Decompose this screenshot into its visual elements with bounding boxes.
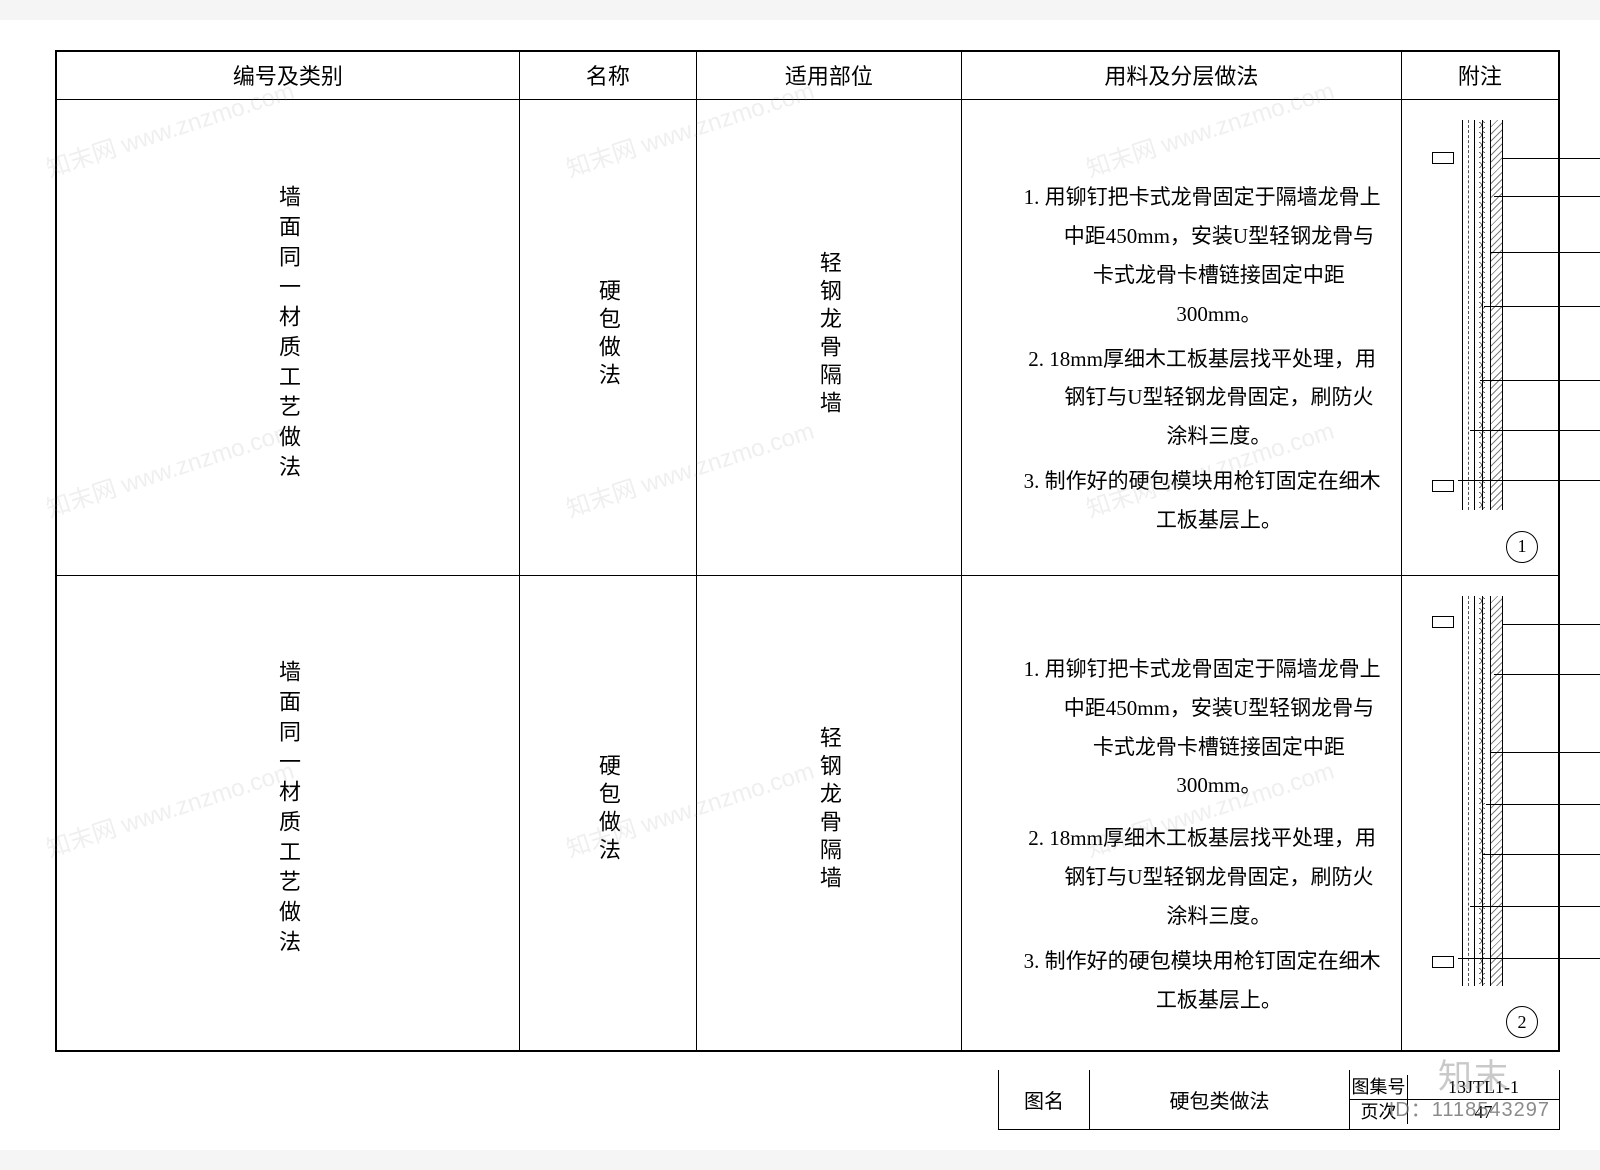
header-annotation: 附注 — [1401, 51, 1559, 99]
method-step: 3. 制作好的硬包模块用枪钉固定在细木工板基层上。 — [992, 462, 1381, 540]
cell-name-1: 硬包做法 — [519, 99, 696, 575]
keel-icon — [1432, 956, 1454, 968]
section-line — [1482, 120, 1483, 510]
detail-bubble-2: 2 — [1506, 1006, 1538, 1038]
section-line — [1462, 596, 1464, 986]
spec-table: 编号及类别 名称 适用部位 用料及分层做法 附注 墙面同一材质工艺做法 硬包做法… — [55, 50, 1560, 1052]
cell-part-1: 轻钢龙骨隔墙 — [696, 99, 961, 575]
detail-bubble-1: 1 — [1506, 531, 1538, 563]
leader-line — [1480, 380, 1600, 381]
title-tuming-label: 图名 — [999, 1070, 1089, 1129]
leader-line — [1458, 480, 1600, 481]
keel-icon — [1432, 152, 1454, 164]
cell-category-1: 墙面同一材质工艺做法 — [56, 99, 519, 575]
section-diagram-2: 卡式龙骨竖档@450 卡式龙骨横档@300 18mm厚细木工板刷防火涂料三度 石… — [1402, 576, 1558, 1051]
name-text: 硬包做法 — [586, 279, 630, 391]
table-row: 墙面同一材质工艺做法 硬包做法 轻钢龙骨隔墙 1. 用铆钉把卡式龙骨固定于隔墙龙… — [56, 575, 1559, 1051]
leader-line — [1484, 306, 1600, 307]
leader-line — [1494, 196, 1600, 197]
leader-line — [1470, 430, 1600, 431]
section-dashed — [1468, 596, 1469, 986]
cell-category-2: 墙面同一材质工艺做法 — [56, 575, 519, 1051]
leader-line — [1494, 674, 1600, 675]
leader-line — [1490, 252, 1600, 253]
keel-icon — [1432, 480, 1454, 492]
part-text: 轻钢龙骨隔墙 — [807, 251, 851, 419]
table-row: 墙面同一材质工艺做法 硬包做法 轻钢龙骨隔墙 1. 用铆钉把卡式龙骨固定于隔墙龙… — [56, 99, 1559, 575]
section-hatch — [1490, 596, 1502, 986]
section-diagram-1: 卡式龙骨竖档@450 卡式龙骨横档@300 18mm厚细木工板刷防火涂料三度 1… — [1402, 100, 1558, 575]
method-step: 1. 用铆钉把卡式龙骨固定于隔墙龙骨上中距450mm，安装U型轻钢龙骨与卡式龙骨… — [992, 650, 1381, 805]
header-method: 用料及分层做法 — [961, 51, 1401, 99]
section-line — [1474, 596, 1476, 986]
header-name: 名称 — [519, 51, 696, 99]
method-step: 1. 用铆钉把卡式龙骨固定于隔墙龙骨上中距450mm，安装U型轻钢龙骨与卡式龙骨… — [992, 178, 1381, 333]
method-step: 3. 制作好的硬包模块用枪钉固定在细木工板基层上。 — [992, 942, 1381, 1020]
cell-name-2: 硬包做法 — [519, 575, 696, 1051]
section-line — [1474, 120, 1476, 510]
section-line — [1482, 596, 1483, 986]
title-tuming-value: 硬包类做法 — [1089, 1070, 1349, 1129]
category-text: 墙面同一材质工艺做法 — [265, 185, 311, 485]
header-part: 适用部位 — [696, 51, 961, 99]
section-line — [1502, 596, 1504, 986]
leader-line — [1482, 854, 1600, 855]
header-category: 编号及类别 — [56, 51, 519, 99]
source-logo: 知末 — [1438, 1049, 1510, 1098]
leader-line — [1490, 752, 1600, 753]
cell-part-2: 轻钢龙骨隔墙 — [696, 575, 961, 1051]
source-id: ID：1118543297 — [1389, 1093, 1550, 1122]
drawing-sheet: 知末网 www.znzmo.com 知末网 www.znzmo.com 知末网 … — [0, 20, 1600, 1150]
leader-line — [1502, 158, 1600, 159]
leader-line — [1502, 624, 1600, 625]
leader-line — [1486, 804, 1600, 805]
method-step: 2. 18mm厚细木工板基层找平处理，用钢钉与U型轻钢龙骨固定，刷防火涂料三度。 — [992, 340, 1381, 457]
leader-line — [1458, 958, 1600, 959]
section-line — [1502, 120, 1504, 510]
leader-line — [1470, 906, 1600, 907]
table-header-row: 编号及类别 名称 适用部位 用料及分层做法 附注 — [56, 51, 1559, 99]
cell-annotation-2: 卡式龙骨竖档@450 卡式龙骨横档@300 18mm厚细木工板刷防火涂料三度 石… — [1401, 575, 1559, 1051]
cell-method-2: 1. 用铆钉把卡式龙骨固定于隔墙龙骨上中距450mm，安装U型轻钢龙骨与卡式龙骨… — [961, 575, 1401, 1051]
section-line — [1462, 120, 1464, 510]
category-text: 墙面同一材质工艺做法 — [265, 660, 311, 960]
method-step: 2. 18mm厚细木工板基层找平处理，用钢钉与U型轻钢龙骨固定，刷防火涂料三度。 — [992, 819, 1381, 936]
section-hatch — [1490, 120, 1502, 510]
cell-method-1: 1. 用铆钉把卡式龙骨固定于隔墙龙骨上中距450mm，安装U型轻钢龙骨与卡式龙骨… — [961, 99, 1401, 575]
keel-icon — [1432, 616, 1454, 628]
section-dashed — [1468, 120, 1469, 510]
name-text: 硬包做法 — [586, 754, 630, 866]
part-text: 轻钢龙骨隔墙 — [807, 726, 851, 894]
cell-annotation-1: 卡式龙骨竖档@450 卡式龙骨横档@300 18mm厚细木工板刷防火涂料三度 1… — [1401, 99, 1559, 575]
